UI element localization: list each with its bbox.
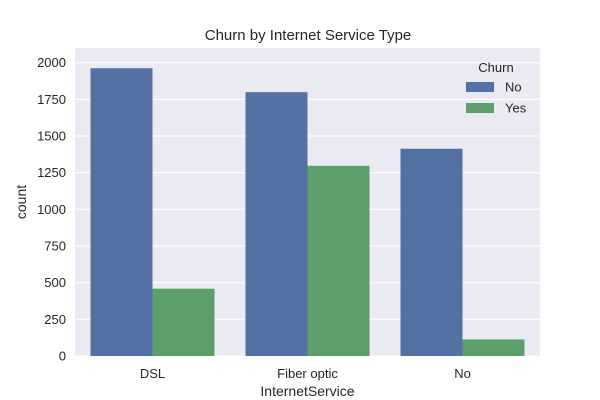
y-tick-label: 2000 bbox=[37, 55, 66, 70]
bar-fiber-optic-yes bbox=[307, 165, 370, 356]
legend-title: Churn bbox=[478, 60, 513, 75]
legend-label-yes: Yes bbox=[505, 101, 527, 116]
y-tick-labels: 0 250 500 750 1000 1250 1500 1750 2000 bbox=[37, 55, 66, 363]
y-tick-label: 1000 bbox=[37, 202, 66, 217]
y-axis-label: count bbox=[13, 185, 29, 219]
legend-swatch-yes bbox=[466, 103, 494, 113]
x-tick-label: DSL bbox=[140, 366, 165, 381]
bar-no-no bbox=[400, 148, 463, 356]
y-tick-label: 1250 bbox=[37, 165, 66, 180]
bar-dsl-yes bbox=[152, 288, 215, 356]
x-tick-label: No bbox=[454, 366, 471, 381]
bar-no-yes bbox=[462, 339, 525, 356]
x-tick-labels: DSL Fiber optic No bbox=[140, 366, 471, 381]
y-tick-label: 500 bbox=[44, 275, 66, 290]
y-tick-label: 250 bbox=[44, 312, 66, 327]
x-tick-label: Fiber optic bbox=[277, 366, 338, 381]
legend-label-no: No bbox=[505, 80, 522, 95]
y-tick-label: 1750 bbox=[37, 92, 66, 107]
y-tick-label: 750 bbox=[44, 239, 66, 254]
x-axis-label: InternetService bbox=[260, 383, 354, 399]
bar-dsl-no bbox=[90, 68, 153, 357]
legend: Churn No Yes bbox=[466, 60, 527, 116]
legend-swatch-no bbox=[466, 82, 494, 92]
y-tick-label: 1500 bbox=[37, 129, 66, 144]
bars bbox=[90, 68, 525, 357]
y-tick-label: 0 bbox=[59, 349, 66, 364]
chart-title: Churn by Internet Service Type bbox=[205, 27, 412, 44]
bar-fiber-optic-no bbox=[245, 92, 308, 356]
